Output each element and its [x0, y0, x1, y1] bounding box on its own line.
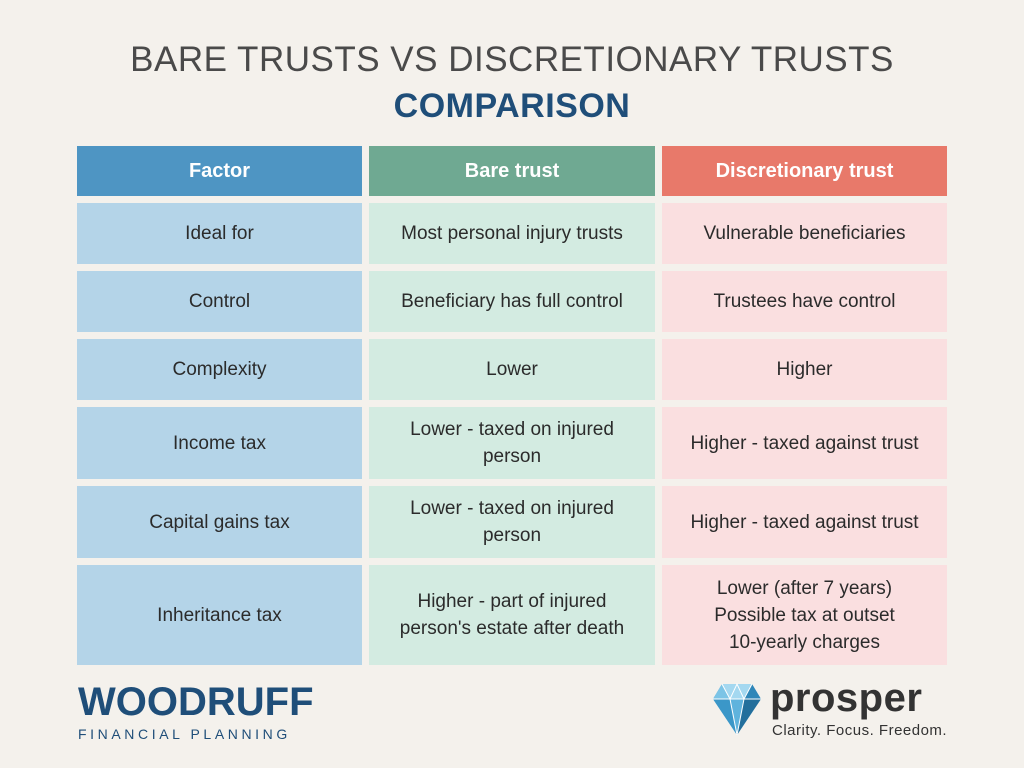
page-subtitle: COMPARISON [393, 87, 631, 125]
discretionary-cell: Lower (after 7 years) Possible tax at out… [662, 565, 947, 665]
factor-cell: Income tax [77, 407, 362, 479]
bare-cell: Lower [369, 339, 655, 400]
woodruff-logo: WOODRUFF FINANCIAL PLANNING [78, 680, 314, 742]
table-header-row: Factor Bare trust Discretionary trust [77, 146, 947, 196]
prosper-logo-name: prosper [770, 676, 923, 720]
factor-cell: Capital gains tax [77, 486, 362, 558]
discretionary-cell: Higher - taxed against trust [662, 486, 947, 558]
discretionary-cell: Higher - taxed against trust [662, 407, 947, 479]
factor-cell: Ideal for [77, 203, 362, 264]
discretionary-cell: Vulnerable beneficiaries [662, 203, 947, 264]
page-title: BARE TRUSTS VS DISCRETIONARY TRUSTS [130, 40, 894, 79]
comparison-table: Factor Bare trust Discretionary trust Id… [77, 146, 947, 672]
woodruff-logo-name: WOODRUFF [78, 680, 314, 724]
prosper-logo: prosper Clarity. Focus. Freedom. [712, 676, 952, 746]
prosper-logo-tagline: Clarity. Focus. Freedom. [772, 722, 948, 739]
discretionary-cell: Trustees have control [662, 271, 947, 332]
bare-cell: Lower - taxed on injured person [369, 407, 655, 479]
bare-cell: Beneficiary has full control [369, 271, 655, 332]
woodruff-logo-subtitle: FINANCIAL PLANNING [78, 726, 291, 742]
table-row: Income tax Lower - taxed on injured perso… [77, 407, 947, 479]
header-bare-trust: Bare trust [369, 146, 655, 196]
header-factor: Factor [77, 146, 362, 196]
discretionary-cell: Higher [662, 339, 947, 400]
table-row: Control Beneficiary has full control Tru… [77, 271, 947, 332]
factor-cell: Inheritance tax [77, 565, 362, 665]
table-row: Ideal for Most personal injury trusts Vu… [77, 203, 947, 264]
table-row: Inheritance tax Higher - part of injured… [77, 565, 947, 665]
factor-cell: Complexity [77, 339, 362, 400]
bare-cell: Lower - taxed on injured person [369, 486, 655, 558]
diamond-icon [713, 682, 761, 736]
table-row: Complexity Lower Higher [77, 339, 947, 400]
bare-cell: Higher - part of injured person's estate … [369, 565, 655, 665]
bare-cell: Most personal injury trusts [369, 203, 655, 264]
table-row: Capital gains tax Lower - taxed on injur… [77, 486, 947, 558]
factor-cell: Control [77, 271, 362, 332]
header-discretionary-trust: Discretionary trust [662, 146, 947, 196]
